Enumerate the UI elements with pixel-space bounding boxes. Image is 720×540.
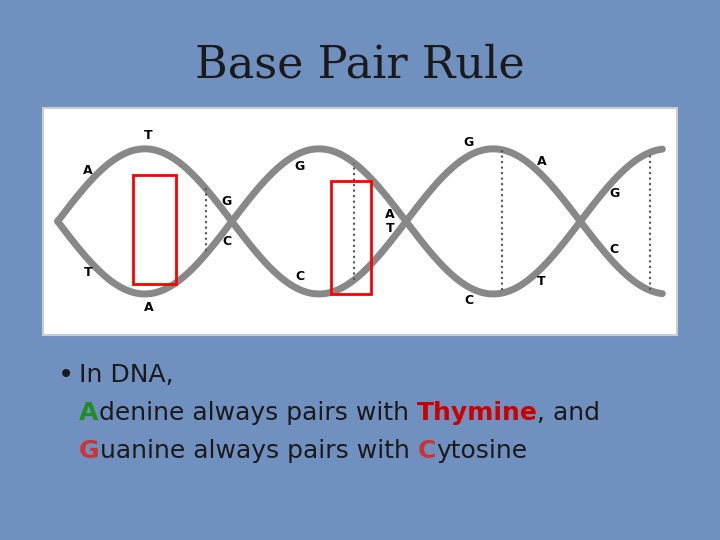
FancyBboxPatch shape (43, 108, 677, 335)
Text: C: C (222, 235, 232, 248)
Text: A: A (79, 401, 99, 425)
Bar (331, 181, 371, 294)
Text: A: A (83, 164, 93, 177)
Text: C: C (464, 294, 474, 307)
Text: G: G (294, 160, 305, 173)
Text: , and: , and (537, 401, 600, 425)
Text: A: A (536, 154, 546, 167)
Text: Base Pair Rule: Base Pair Rule (195, 43, 525, 86)
Text: G: G (79, 439, 100, 463)
Text: G: G (609, 187, 619, 200)
Text: C: C (295, 269, 304, 282)
Text: G: G (464, 136, 474, 148)
Text: A: A (143, 301, 153, 314)
Text: denine always pairs with: denine always pairs with (99, 401, 417, 425)
Text: In DNA,: In DNA, (79, 363, 174, 387)
Text: G: G (222, 195, 232, 208)
Text: T: T (144, 129, 153, 142)
Text: T: T (84, 266, 92, 279)
Bar (133, 176, 176, 284)
Text: C: C (418, 439, 436, 463)
Text: ytosine: ytosine (436, 439, 527, 463)
Text: C: C (609, 243, 618, 256)
Text: •: • (58, 361, 74, 389)
Text: uanine always pairs with: uanine always pairs with (100, 439, 418, 463)
Text: Thymine: Thymine (417, 401, 537, 425)
Text: A: A (385, 208, 395, 221)
Text: T: T (537, 275, 546, 288)
Text: T: T (386, 222, 395, 235)
